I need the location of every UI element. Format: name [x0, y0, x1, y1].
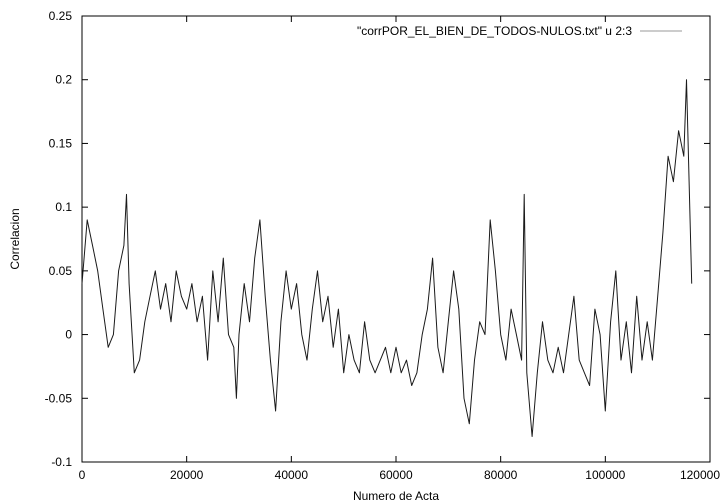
legend-label: "corrPOR_EL_BIEN_DE_TODOS-NULOS.txt" u 2…: [357, 24, 632, 38]
plot-frame: [81, 15, 711, 463]
x-tick-label: 120000: [680, 468, 720, 482]
y-tick-label: -0.1: [51, 455, 72, 469]
y-tick-label: 0.2: [55, 73, 72, 87]
x-tick-label: 60000: [379, 468, 413, 482]
x-tick-label: 80000: [484, 468, 518, 482]
series-line: [81, 79, 693, 437]
y-tick-label: 0.1: [55, 200, 72, 214]
x-axis-ticks: 0 20000 40000 60000 80000 100000 120000: [79, 16, 720, 482]
x-axis-label: Numero de Acta: [353, 489, 439, 503]
x-tick-label: 0: [79, 468, 86, 482]
x-tick-label: 40000: [275, 468, 309, 482]
y-axis-ticks: -0.1 -0.05 0 0.05 0.1 0.15 0.2 0.25: [45, 9, 710, 469]
plot-border: [81, 15, 711, 463]
y-axis-label: Correlacion: [8, 208, 22, 269]
y-tick-label: 0.25: [49, 9, 73, 23]
y-tick-label: 0.05: [49, 264, 73, 278]
x-tick-label: 100000: [585, 468, 625, 482]
series-layer: [81, 79, 693, 437]
y-tick-label: 0.15: [49, 136, 73, 150]
x-tick-label: 20000: [170, 468, 204, 482]
legend: "corrPOR_EL_BIEN_DE_TODOS-NULOS.txt" u 2…: [357, 24, 682, 38]
y-tick-label: -0.05: [45, 391, 73, 405]
y-tick-label: 0: [65, 328, 72, 342]
